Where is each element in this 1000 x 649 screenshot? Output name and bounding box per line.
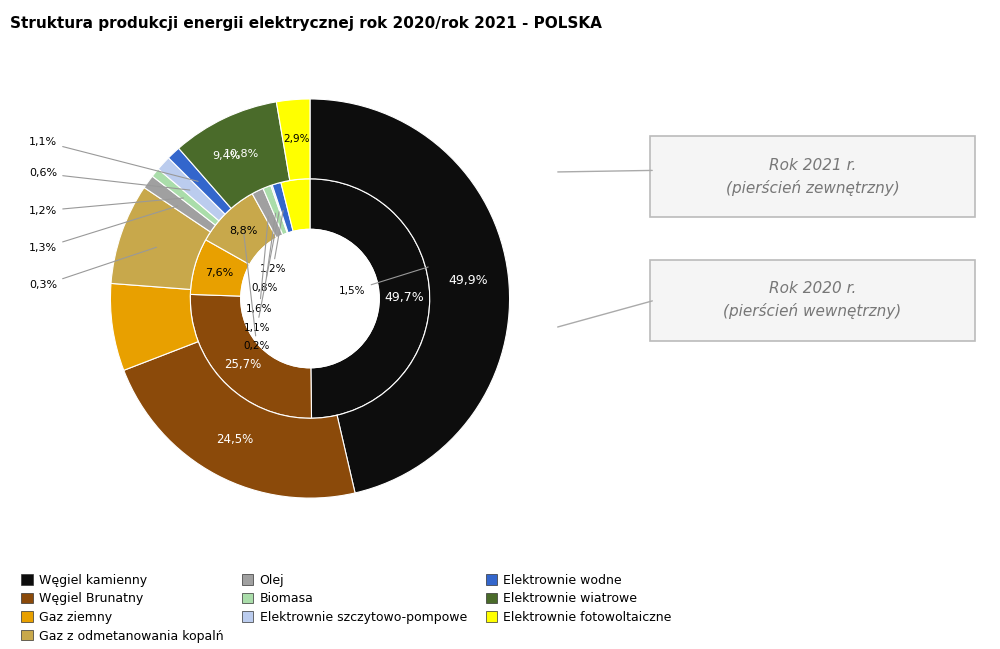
Wedge shape (263, 186, 287, 235)
Wedge shape (168, 148, 231, 214)
Wedge shape (152, 169, 219, 225)
Text: 1,2%: 1,2% (260, 210, 286, 275)
Wedge shape (310, 178, 430, 418)
Text: 1,6%: 1,6% (246, 216, 273, 314)
Wedge shape (179, 102, 290, 208)
Text: 49,9%: 49,9% (449, 274, 488, 287)
Wedge shape (276, 99, 310, 180)
Text: 2,9%: 2,9% (283, 134, 310, 145)
Text: 0,8%: 0,8% (252, 213, 278, 293)
Wedge shape (124, 341, 355, 498)
Text: 7,6%: 7,6% (205, 268, 233, 278)
Wedge shape (190, 239, 250, 296)
Text: 10,8%: 10,8% (224, 149, 259, 160)
Wedge shape (206, 193, 277, 265)
Text: 1,3%: 1,3% (29, 206, 178, 253)
Wedge shape (310, 99, 510, 493)
Wedge shape (158, 158, 225, 221)
Wedge shape (111, 188, 210, 289)
Wedge shape (272, 182, 293, 233)
Text: 1,5%: 1,5% (339, 267, 428, 295)
Wedge shape (110, 284, 198, 371)
Wedge shape (144, 177, 215, 232)
Wedge shape (271, 185, 288, 233)
Text: 0,3%: 0,3% (29, 247, 156, 290)
Text: 49,7%: 49,7% (385, 291, 424, 304)
Wedge shape (252, 188, 283, 238)
Text: 25,7%: 25,7% (224, 358, 261, 371)
FancyBboxPatch shape (650, 260, 975, 341)
Wedge shape (281, 178, 310, 232)
Text: 24,5%: 24,5% (217, 433, 254, 446)
Text: 1,1%: 1,1% (244, 212, 279, 333)
FancyBboxPatch shape (650, 136, 975, 217)
Circle shape (241, 229, 379, 368)
Text: 1,2%: 1,2% (29, 198, 183, 215)
Text: Rok 2020 r.
(pierścień wewnętrzny): Rok 2020 r. (pierścień wewnętrzny) (723, 282, 902, 319)
Text: 0,2%: 0,2% (244, 234, 270, 352)
Legend: Węgiel kamienny, Węgiel Brunatny, Gaz ziemny, Gaz z odmetanowania kopalń, Olej, : Węgiel kamienny, Węgiel Brunatny, Gaz zi… (16, 569, 676, 648)
Text: 8,8%: 8,8% (229, 227, 258, 236)
Text: 9,4%: 9,4% (212, 151, 241, 162)
Text: Rok 2021 r.
(pierścień zewnętrzny): Rok 2021 r. (pierścień zewnętrzny) (726, 158, 899, 195)
Text: 0,6%: 0,6% (29, 169, 190, 190)
Text: 1,1%: 1,1% (29, 136, 198, 181)
Text: Struktura produkcji energii elektrycznej rok 2020/rok 2021 - POLSKA: Struktura produkcji energii elektrycznej… (10, 16, 602, 31)
Wedge shape (190, 295, 312, 418)
